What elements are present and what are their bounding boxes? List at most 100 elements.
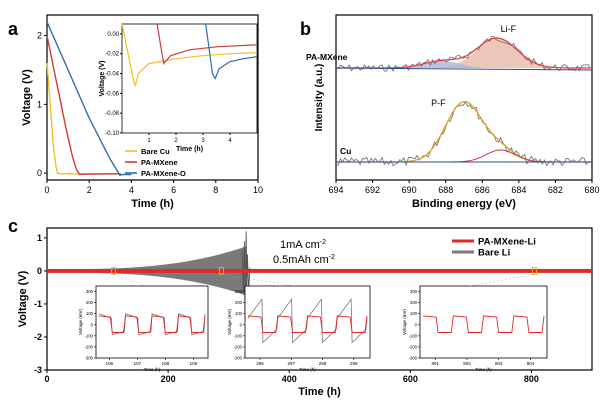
inset-x-tick-label: 4 — [228, 138, 232, 144]
inset-x-tick-label: 106 — [106, 361, 114, 366]
inset-y-tick-label: 200 — [235, 300, 243, 305]
inset-y-tick-label: 300 — [86, 289, 94, 294]
annotation-capacity: 0.5mAh cm-2 — [273, 254, 335, 266]
inset-3: 300 200 100 0 -100 -200 -300 801 802 803 804 Time (… — [402, 285, 548, 372]
spectrum-pa-mxene — [335, 35, 591, 72]
inset-y-axis-label: Voltage (V) — [99, 60, 106, 96]
legend-label: PA-MXene-Li — [478, 237, 536, 248]
x-tick-label: 2 — [87, 185, 92, 195]
inset-y-tick-label: -0.02 — [105, 52, 119, 58]
inset-trace-pa-mxene-li — [98, 315, 206, 333]
inset-y-tick-label: -200 — [409, 344, 418, 349]
band-pa-mxene-li — [47, 268, 592, 273]
inset-y-tick-label: -200 — [85, 344, 94, 349]
failure-spikes-bare-li — [241, 231, 251, 311]
inset-x-tick-label: 296 — [256, 361, 264, 366]
x-axis-label: Time (h) — [298, 386, 341, 398]
y-tick-label: 0 — [37, 266, 42, 276]
x-tick-label: 800 — [524, 374, 539, 384]
inset-x-axis-label: Time (h) — [144, 367, 161, 372]
inset-y-tick-label: 0.00 — [107, 32, 119, 38]
inset-y-axis-label: Voltage (mV) — [402, 308, 407, 335]
series-line-bare-cu — [46, 63, 121, 175]
inset-x-tick-label: 3 — [201, 138, 205, 144]
series-line-pa-mxene-o — [46, 21, 132, 176]
inset-x-tick-label: 109 — [190, 361, 198, 366]
baseline-pa-mxene — [335, 67, 593, 71]
y-tick-label: -1 — [34, 299, 42, 309]
inset-x-axis-label: Time (h) — [299, 367, 316, 372]
x-tick-label: 4 — [129, 185, 134, 195]
inset-x-tick-label: 2 — [174, 138, 178, 144]
x-tick-label: 0 — [44, 374, 49, 384]
y-tick-label: 1 — [37, 99, 42, 109]
trace-label-pa-mxene: PA-MXene — [306, 52, 348, 62]
inset-y-tick-label: -0.08 — [105, 111, 119, 117]
y-tick-label: -2 — [34, 332, 42, 342]
inset-trace-pa-mxene-li — [422, 315, 545, 333]
x-tick-label: 684 — [511, 185, 526, 195]
y-tick-label: 2 — [37, 31, 42, 41]
inset-y-tick-label: -0.10 — [105, 131, 119, 137]
inset-x-tick-label: 298 — [319, 361, 327, 366]
inset-y-tick-label: -100 — [85, 333, 94, 338]
series-line-pa-mxene — [46, 35, 121, 176]
inset-y-tick-label: 300 — [235, 289, 243, 294]
annotation-current-sup: -2 — [320, 239, 326, 246]
inset-y-tick-label: -100 — [409, 333, 418, 338]
panel-c: 0 200 400 600 800 1 0 -1 -2 -3 Time (h) Voltage (V)… — [17, 227, 593, 398]
inset-frame — [419, 285, 548, 359]
panel-b-letter: b — [300, 19, 311, 39]
x-axis-label: Time (h) — [131, 198, 174, 210]
y-tick-label: 0 — [37, 168, 42, 178]
inset-2: 300 200 100 0 -100 -200 -300 296 297 298 299 Time (… — [227, 285, 371, 372]
inset-x-axis-label: Time (h) — [176, 146, 203, 153]
x-tick-label: 8 — [213, 185, 218, 195]
inset-x-tick-label: 803 — [495, 361, 503, 366]
x-tick-label: 680 — [584, 185, 599, 195]
x-tick-label: 200 — [161, 374, 176, 384]
y-tick-label: 1 — [37, 233, 42, 243]
x-tick-label: 686 — [475, 185, 490, 195]
inset-y-tick-label: -300 — [85, 356, 94, 361]
annotation-capacity-sup: -2 — [329, 254, 335, 261]
zoom-connector — [113, 274, 147, 287]
x-tick-label: 0 — [44, 185, 49, 195]
inset-y-tick-label: 300 — [410, 289, 418, 294]
x-tick-label: 400 — [282, 374, 297, 384]
trace-label-cu: Cu — [340, 146, 351, 156]
inset-frame — [95, 285, 209, 359]
inset-x-axis-label: Time (h) — [475, 367, 492, 372]
spectrum-cu — [335, 100, 591, 167]
panel-c-letter: c — [8, 216, 18, 236]
y-axis-label: Intensity (a.u.) — [314, 64, 325, 132]
inset-y-tick-label: -300 — [409, 356, 418, 361]
y-axis-label: Voltage (V) — [17, 270, 29, 327]
x-tick-label: 682 — [548, 185, 563, 195]
legend-label: Bare Li — [478, 248, 510, 259]
inset-series-line-pa-mxene-o — [205, 23, 258, 80]
panel-a-letter: a — [8, 19, 19, 39]
inset-x-tick-label: 801 — [431, 361, 439, 366]
fit-envelope-cu — [336, 100, 591, 163]
inset-y-tick-label: -0.04 — [105, 72, 119, 78]
inset-y-tick-label: 100 — [86, 311, 94, 316]
inset-trace-pa-mxene-li — [247, 315, 368, 333]
inset-y-tick-label: -200 — [234, 344, 243, 349]
axes-frame — [335, 14, 593, 181]
axes-frame — [46, 14, 259, 181]
inset-frame — [121, 23, 258, 134]
zoom-connector — [221, 274, 296, 287]
inset-series-line-pa-mxene — [156, 23, 258, 66]
inset-1: 300 200 100 0 -100 -200 -300 106 107 108 109 Time (… — [78, 285, 209, 372]
legend-label: PA-MXene — [141, 158, 178, 167]
zoom-connector — [469, 274, 535, 287]
inset-x-tick-label: 804 — [527, 361, 535, 366]
x-tick-label: 692 — [365, 185, 380, 195]
inset-y-axis-label: Voltage (mV) — [78, 308, 83, 335]
panel-b: 694 692 690 688 686 684 682 680 Binding energy (… — [306, 14, 600, 210]
peak-area-secondary — [400, 61, 483, 68]
inset-y-tick-label: 200 — [86, 300, 94, 305]
x-tick-label: 10 — [253, 185, 263, 195]
